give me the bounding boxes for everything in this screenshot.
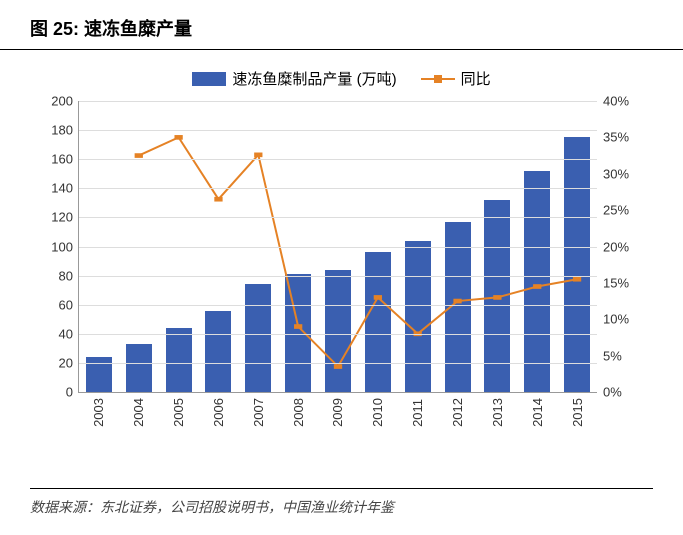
y-right-tick-label: 5% bbox=[603, 348, 643, 363]
grid-line bbox=[79, 101, 597, 102]
bar bbox=[245, 284, 271, 392]
chart-title: 图 25: 速冻鱼糜产量 bbox=[30, 15, 653, 41]
x-tick-label: 2009 bbox=[330, 398, 345, 427]
x-tick-label: 2010 bbox=[370, 398, 385, 427]
data-source-footer: 数据来源：东北证券，公司招股说明书，中国渔业统计年鉴 bbox=[30, 488, 653, 517]
plot-area: 2003200420052006200720082009201020112012… bbox=[78, 101, 597, 393]
y-right-tick-label: 25% bbox=[603, 203, 643, 218]
y-left-tick-label: 0 bbox=[39, 385, 73, 400]
y-left-tick-label: 20 bbox=[39, 355, 73, 370]
grid-line bbox=[79, 247, 597, 248]
x-tick-label: 2008 bbox=[291, 398, 306, 427]
y-left-tick-label: 160 bbox=[39, 152, 73, 167]
grid-line bbox=[79, 276, 597, 277]
y-right-tick-label: 20% bbox=[603, 239, 643, 254]
y-left-tick-label: 200 bbox=[39, 94, 73, 109]
x-tick-label: 2006 bbox=[211, 398, 226, 427]
legend-line-item: 同比 bbox=[421, 68, 491, 89]
y-right-tick-label: 30% bbox=[603, 166, 643, 181]
y-right-tick-label: 40% bbox=[603, 94, 643, 109]
x-tick-label: 2012 bbox=[450, 398, 465, 427]
legend-line-label: 同比 bbox=[461, 68, 491, 89]
grid-line bbox=[79, 159, 597, 160]
legend-bar-swatch bbox=[192, 72, 226, 86]
y-right-tick-label: 15% bbox=[603, 275, 643, 290]
grid-line bbox=[79, 130, 597, 131]
grid-line bbox=[79, 188, 597, 189]
y-right-tick-label: 35% bbox=[603, 130, 643, 145]
grid-line bbox=[79, 305, 597, 306]
y-left-tick-label: 60 bbox=[39, 297, 73, 312]
x-tick-label: 2007 bbox=[251, 398, 266, 427]
x-tick-label: 2005 bbox=[171, 398, 186, 427]
legend-bar-label: 速冻鱼糜制品产量 (万吨) bbox=[232, 68, 396, 89]
x-tick-label: 2013 bbox=[490, 398, 505, 427]
bar bbox=[166, 328, 192, 392]
y-left-tick-label: 80 bbox=[39, 268, 73, 283]
y-left-tick-label: 120 bbox=[39, 210, 73, 225]
grid-line bbox=[79, 363, 597, 364]
x-tick-label: 2003 bbox=[91, 398, 106, 427]
y-left-tick-label: 40 bbox=[39, 326, 73, 341]
x-tick-label: 2011 bbox=[410, 398, 425, 427]
x-tick-label: 2015 bbox=[570, 398, 585, 427]
grid-line bbox=[79, 334, 597, 335]
bar bbox=[205, 311, 231, 392]
x-axis-labels: 2003 2004 2005 2006 2007 2008 2009 2010 2011 2012… bbox=[79, 392, 597, 427]
legend: 速冻鱼糜制品产量 (万吨) 同比 bbox=[0, 68, 683, 89]
grid-line bbox=[79, 217, 597, 218]
x-tick-label: 2004 bbox=[131, 398, 146, 427]
title-bar: 图 25: 速冻鱼糜产量 bbox=[0, 0, 683, 50]
y-left-tick-label: 100 bbox=[39, 239, 73, 254]
y-left-tick-label: 180 bbox=[39, 123, 73, 138]
bar bbox=[564, 137, 590, 392]
legend-bar-item: 速冻鱼糜制品产量 (万吨) bbox=[192, 68, 396, 89]
bar bbox=[325, 270, 351, 392]
legend-line-swatch bbox=[421, 78, 455, 80]
x-tick-label: 2014 bbox=[530, 398, 545, 427]
y-left-tick-label: 140 bbox=[39, 181, 73, 196]
bar bbox=[524, 171, 550, 392]
bar bbox=[365, 252, 391, 392]
bar bbox=[126, 344, 152, 392]
y-right-tick-label: 10% bbox=[603, 312, 643, 327]
bar bbox=[405, 241, 431, 392]
chart-area: 2003200420052006200720082009201020112012… bbox=[30, 101, 653, 451]
y-right-tick-label: 0% bbox=[603, 385, 643, 400]
